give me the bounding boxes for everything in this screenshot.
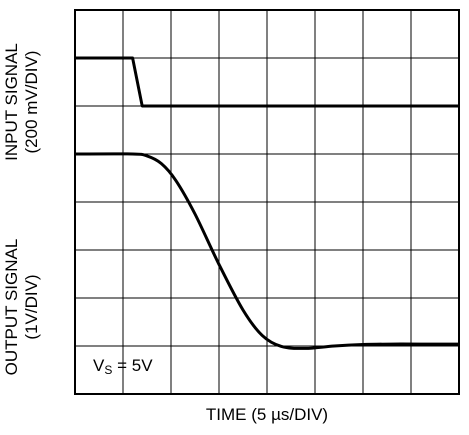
condition-value: = 5V — [112, 356, 153, 375]
input-signal-trace — [75, 56, 459, 108]
condition-subscript: S — [104, 363, 113, 377]
plot-frame — [74, 9, 460, 395]
x-axis-label: TIME (5 µs/DIV) — [205, 405, 329, 424]
input-signal-axis-label: INPUT SIGNAL (200 mV/DIV) — [2, 32, 42, 172]
input-signal-label-line2: (200 mV/DIV) — [22, 50, 41, 154]
output-signal-label-line1: OUTPUT SIGNAL — [2, 238, 21, 376]
condition-main: V — [93, 356, 105, 375]
output-signal-label-line2: (1V/DIV) — [22, 274, 41, 340]
output-signal-axis-label: OUTPUT SIGNAL (1V/DIV) — [2, 222, 42, 392]
supply-voltage-annotation: VS = 5V — [93, 356, 153, 377]
input-signal-label-line1: INPUT SIGNAL — [2, 43, 21, 161]
output-signal-trace — [74, 152, 459, 350]
grid — [75, 10, 459, 394]
